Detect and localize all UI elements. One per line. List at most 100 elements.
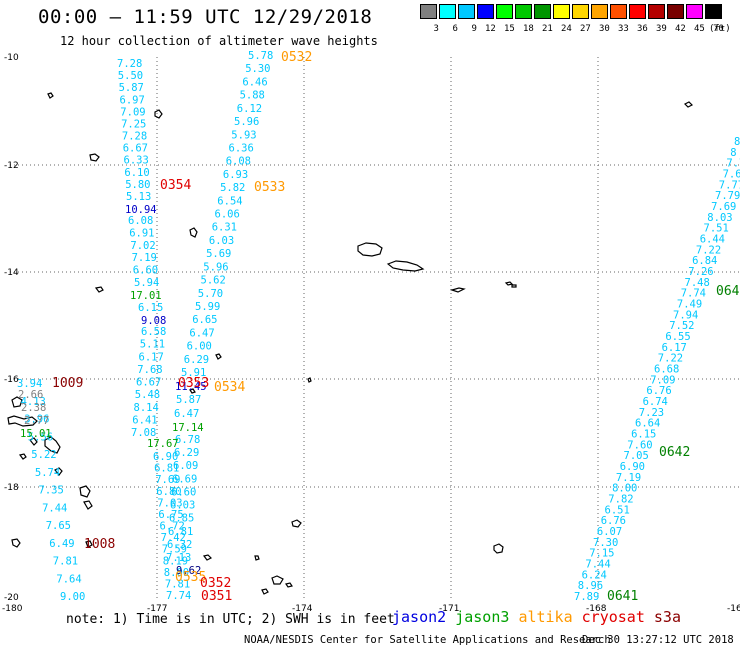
track-d-value: 4.13 [21, 396, 46, 408]
island-tonga-3 [11, 538, 21, 548]
track-d-value: 5.56 [28, 431, 53, 443]
island-coastlines [7, 92, 694, 595]
track-a-value: 7.28 [122, 131, 147, 143]
island-tonga-4 [85, 540, 93, 548]
track-b-value: 5.96 [203, 261, 228, 273]
track-b-value: 5.91 [181, 367, 206, 379]
legend-label: 70 [713, 24, 724, 34]
legend-label: 36 [637, 24, 648, 34]
island-tuvalu-1 [154, 109, 163, 119]
track-e-value: 7.51 [704, 223, 729, 235]
island-reef-1 [271, 575, 284, 585]
track-d-value: 7.35 [39, 485, 64, 497]
pass-time-label: 0535 [175, 570, 206, 585]
pass-time-label: 0641 [607, 589, 638, 604]
pass-time-label: 064 [716, 284, 740, 299]
island-reef-4 [254, 555, 260, 561]
track-d-value: 9.00 [60, 591, 85, 603]
legend-swatch [496, 4, 513, 19]
high-wave-value: 17.14 [172, 422, 204, 434]
island-vavau [44, 436, 61, 454]
track-d-value: 7.65 [46, 520, 71, 532]
track-a-value: 8.14 [134, 402, 159, 414]
track-e-value: 7.61 [723, 169, 740, 181]
track-e-value: 8 [730, 147, 736, 159]
island-wallis [189, 227, 198, 238]
lat-label: -14 [4, 268, 19, 278]
legend-swatch [458, 4, 475, 19]
pass-time-label: 0642 [659, 445, 690, 460]
track-e-value: 8.96 [578, 580, 603, 592]
island-tonga-2 [83, 500, 93, 510]
high-wave-value: 9.08 [141, 315, 166, 327]
track-b-value: 6.47 [189, 327, 214, 339]
track-b-value: 5.99 [195, 301, 220, 313]
track-a-value: 6.17 [139, 351, 164, 363]
track-b-value: 6.65 [192, 314, 217, 326]
track-e-value: 7.26 [688, 266, 713, 278]
track-b-value: 6.78 [175, 434, 200, 446]
axis-labels: -10-12-14-16-18-20-180 -177 -174 -171 -168 -1… [2, 53, 740, 614]
island-tonga-1 [79, 485, 91, 498]
legend-swatch [572, 4, 589, 19]
legend-swatch [705, 4, 722, 19]
track-a-value: 6.33 [124, 155, 149, 167]
track-e-value: 7.7 [726, 158, 740, 170]
track-b-value: 6.54 [217, 195, 242, 207]
track-e-value: 7.09 [650, 374, 675, 386]
legend-label: 18 [523, 24, 534, 34]
track-a-value: 6.67 [136, 377, 161, 389]
satellite-jason3: jason3 [455, 608, 519, 626]
track-b-value: 5.87 [176, 394, 201, 406]
track-e-value: 7.22 [696, 244, 721, 256]
lat-label: -20 [4, 593, 19, 603]
island-fiji-2 [7, 415, 38, 427]
legend-swatch [553, 4, 570, 19]
track-b-value: 6.93 [223, 169, 248, 181]
lon-label: -168 [586, 604, 607, 614]
pass-time-label: 0354 [160, 178, 191, 193]
track-b-value: 7.13 [166, 552, 191, 564]
track-e-value: 6.74 [643, 396, 668, 408]
legend-swatch [477, 4, 494, 19]
island-samoa-upolu [386, 260, 425, 272]
track-d-value: 7.64 [56, 573, 81, 585]
track-e-value: 6.64 [635, 418, 660, 430]
legend-swatch [591, 4, 608, 19]
track-c-value: 6.90 [153, 451, 178, 463]
high-wave-value: 9.62 [176, 565, 201, 577]
track-a-value: 6.60 [133, 265, 158, 277]
track-a-value: 5.13 [126, 191, 151, 203]
chart-title: 00:00 – 11:59 UTC 12/29/2018 [38, 6, 373, 28]
legend-swatch [610, 4, 627, 19]
island-small-1 [504, 281, 514, 286]
island-samoa-savaii [357, 242, 383, 257]
track-b-value: 6.36 [229, 143, 254, 155]
track-c-value: 7.03 [157, 497, 182, 509]
altimeter-tracks: 7.285.505.876.977.097.257.286.676.336.10… [17, 50, 740, 604]
track-d-value: 6.49 [49, 538, 74, 550]
track-b-value: 6.81 [168, 526, 193, 538]
pass-time-label: 0353 [178, 376, 209, 391]
legend-label: 30 [599, 24, 610, 34]
legend-label: 39 [656, 24, 667, 34]
track-b-value: 6.00 [187, 341, 212, 353]
track-d-value: 5.22 [31, 449, 56, 461]
track-e-value: 6.68 [654, 364, 679, 376]
track-a-value: 7.68 [137, 364, 162, 376]
track-a-value: 7.25 [121, 119, 146, 131]
track-b-value: 5.30 [245, 63, 270, 75]
track-c-value: 6.72 [160, 521, 185, 533]
legend-label: 42 [675, 24, 686, 34]
track-e-value: 6.24 [582, 569, 607, 581]
island-reef-6 [189, 388, 196, 394]
track-b-value: 5.96 [234, 116, 259, 128]
pass-time-label: 1009 [52, 376, 83, 391]
pass-time-label: 0351 [201, 589, 232, 604]
track-c-value: 7.69 [155, 474, 180, 486]
track-b-value: 6.69 [172, 473, 197, 485]
track-e-value: 6.76 [646, 385, 671, 397]
island-niue [493, 543, 504, 554]
track-b-value: 6.31 [212, 222, 237, 234]
track-a-value: 5.80 [125, 179, 150, 191]
